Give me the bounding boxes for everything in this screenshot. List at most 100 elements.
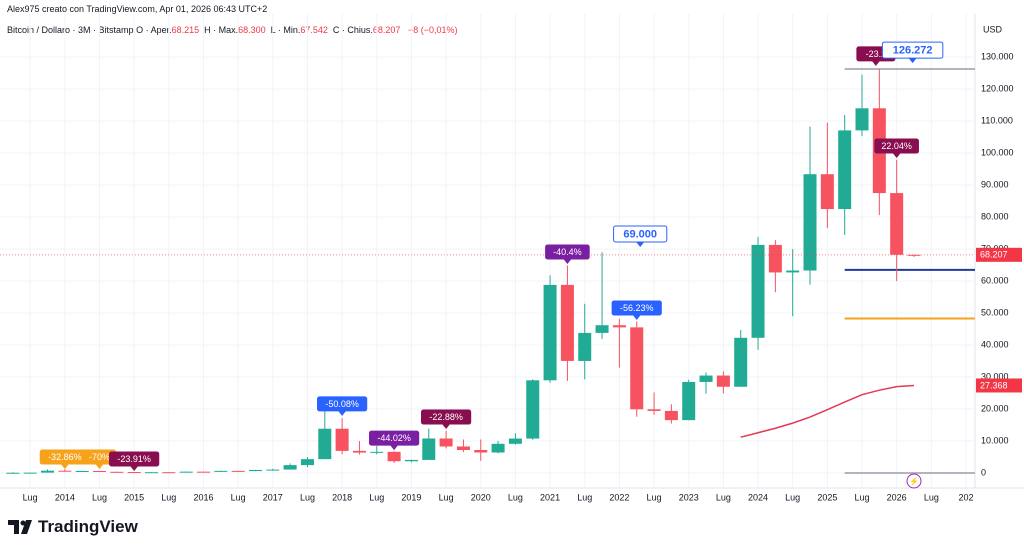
annotation-pointer	[60, 464, 69, 470]
x-tick-label: Lug	[577, 492, 592, 502]
candle-body	[543, 284, 557, 381]
candle-body	[786, 270, 800, 273]
ohlc-value: 68.300	[238, 25, 266, 35]
x-tick-label: Lug	[924, 492, 939, 502]
candle-body	[682, 381, 696, 421]
logo	[8, 520, 32, 534]
candle-body	[647, 409, 661, 411]
candle-body	[612, 325, 626, 328]
annotation-label: 22.04%	[881, 141, 912, 151]
x-tick-label: 2018	[332, 492, 352, 502]
candle-body	[560, 284, 574, 361]
y-tick-label: 60.000	[981, 275, 1009, 285]
change: −8 (−0,01%)	[407, 25, 458, 35]
symbol-line: Bitcoin / Dollaro · 3M · Bitstamp O · Ap…	[7, 25, 457, 35]
candle-body	[318, 428, 332, 460]
candle-body	[214, 470, 228, 472]
annotation-pointer	[892, 153, 901, 159]
annotation-pointer	[563, 258, 572, 264]
candle-body	[855, 108, 869, 131]
annotation-label: -56.23%	[620, 303, 654, 313]
moving-average	[740, 384, 915, 438]
symbol: Bitcoin / Dollaro · 3M · Bitstamp	[7, 25, 134, 35]
ohlc: O · Aper.68.215 H · Max.68.300 L · Min.67.…	[136, 25, 405, 35]
y-tick-label: 0	[981, 467, 986, 477]
annotation-label: 126.272	[893, 44, 933, 56]
brand-name: TradingView	[38, 517, 138, 536]
annotation-label: -23.2	[866, 49, 887, 59]
annotation-label: -70%	[89, 452, 110, 462]
annotation-box	[613, 225, 668, 243]
candle-body	[41, 470, 55, 473]
candle-body	[196, 471, 210, 473]
annotation-pointer	[871, 60, 880, 66]
y-tick-label: 10.000	[981, 435, 1009, 445]
annotation-label: -22.88%	[429, 412, 463, 422]
annotation-label: -23.91%	[117, 454, 151, 464]
x-tick-label: 2020	[471, 492, 491, 502]
candle-body	[144, 472, 158, 474]
candle-body	[578, 332, 592, 361]
x-tick-label: 2019	[401, 492, 421, 502]
candle-body	[803, 174, 817, 271]
x-tick-label: 2026	[887, 492, 907, 502]
annotation-pointer	[632, 314, 641, 320]
x-tick-label: 2025	[817, 492, 837, 502]
x-tick-label: 2015	[124, 492, 144, 502]
annotation-pointer	[95, 464, 104, 470]
y-tick-label: 110.000	[981, 115, 1013, 125]
price-tag-label: 27.368	[980, 380, 1008, 390]
annotation-label: -40.4%	[553, 247, 582, 257]
candle-body	[283, 465, 297, 470]
x-tick-label: Lug	[161, 492, 176, 502]
price-tag	[976, 247, 1022, 262]
ohlc-key: O · Aper.	[136, 25, 172, 35]
annotation-box	[420, 409, 472, 425]
x-tick-label: Lug	[23, 492, 38, 502]
x-tick-label: Lug	[300, 492, 315, 502]
candle-body	[508, 438, 522, 444]
candle-body	[387, 451, 401, 462]
y-tick-label: 130.000	[981, 51, 1014, 61]
candle-body	[716, 375, 730, 387]
candle-body	[179, 471, 193, 473]
candle-body	[404, 459, 418, 462]
candle-body	[751, 244, 765, 338]
candle-body	[838, 130, 852, 210]
candle-body	[93, 470, 107, 472]
candle-body	[491, 443, 505, 453]
candle-body	[664, 410, 678, 421]
annotation-box	[109, 451, 160, 467]
candle-body	[699, 375, 713, 382]
y-tick-label: 100.000	[981, 147, 1014, 157]
plot: Lug 2014 Lug 2015 Lug 2016 Lug 2017 Lug 2018 Lug 20…	[0, 14, 1022, 502]
annotation-label: -50.08%	[325, 399, 359, 409]
x-tick-label: Lug	[785, 492, 800, 502]
x-tick-label: Lug	[439, 492, 454, 502]
annotation-pointer	[442, 424, 451, 430]
y-tick-label: 120.000	[981, 83, 1014, 93]
candle-body	[110, 471, 124, 473]
x-tick-label: Lug	[647, 492, 662, 502]
candle-body	[162, 472, 176, 474]
candle-body	[248, 469, 262, 472]
annotation-box	[317, 396, 368, 412]
candle-body	[820, 174, 834, 210]
price-tag	[976, 378, 1022, 393]
ohlc-key: H · Max.	[204, 25, 239, 35]
chart: USD Lug 2014 Lug 2015 Lug 2016 Lug 2017 Lug 2018 L…	[0, 14, 1024, 502]
candle-body	[630, 327, 644, 410]
candle-body	[439, 438, 453, 447]
ohlc-value: 67.542	[300, 25, 328, 35]
ohlc-value: 68.207	[372, 25, 401, 35]
candle-body	[595, 325, 609, 333]
x-tick-label: 2017	[263, 492, 283, 502]
candle-body	[526, 380, 540, 439]
annotation-label: 69.000	[623, 228, 657, 240]
ohlc-value: 68.215	[171, 25, 200, 35]
annotation-box	[545, 244, 590, 260]
brand: TradingView	[8, 517, 138, 537]
candle-body	[456, 446, 470, 451]
annotation-pointer	[390, 445, 399, 451]
